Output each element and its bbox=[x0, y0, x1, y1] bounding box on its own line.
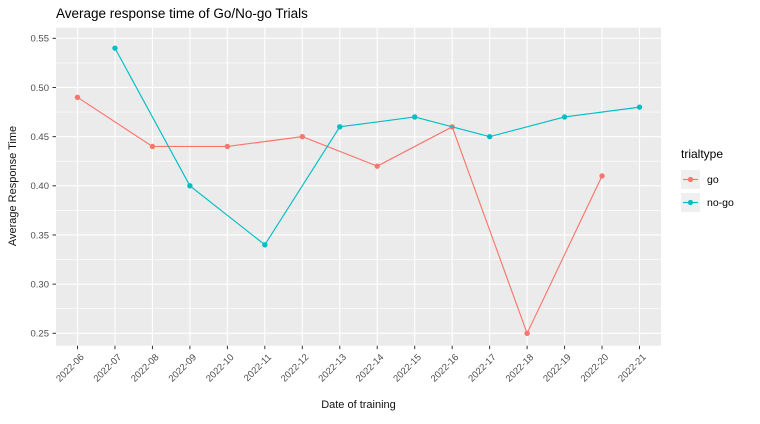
x-tick-label: 2022-07 bbox=[92, 352, 124, 384]
legend-item-no-go: no-go bbox=[681, 193, 734, 212]
y-tick-label: 0.30 bbox=[31, 279, 50, 290]
x-tick-label: 2022-15 bbox=[391, 352, 423, 384]
y-tick-label: 0.40 bbox=[31, 181, 50, 192]
data-point-no-go-2022-21 bbox=[636, 104, 643, 110]
plot-title: Average response time of Go/No-go Trials bbox=[56, 6, 308, 21]
y-tick-label: 0.55 bbox=[31, 34, 50, 45]
x-axis-title: Date of training bbox=[321, 399, 396, 411]
data-point-go-2022-08 bbox=[149, 143, 156, 150]
legend-label-go: go bbox=[707, 173, 719, 186]
data-point-no-go-2022-17 bbox=[486, 133, 493, 140]
x-tick-label: 2022-20 bbox=[579, 352, 611, 384]
x-tick-label: 2022-16 bbox=[429, 352, 461, 384]
x-tick-label: 2022-10 bbox=[204, 352, 236, 384]
y-tick-label: 0.45 bbox=[31, 132, 50, 143]
legend-key-go bbox=[681, 170, 700, 189]
y-tick-label: 0.25 bbox=[31, 329, 50, 340]
legend-label-no-go: no-go bbox=[707, 196, 734, 209]
data-point-no-go-2022-13 bbox=[337, 124, 343, 130]
data-point-no-go-2022-15 bbox=[412, 114, 418, 120]
legend-key-no-go bbox=[681, 193, 700, 212]
series-line-no-go bbox=[114, 47, 640, 246]
line-point-glyph-icon bbox=[683, 176, 698, 183]
legend: trialtype go no-go bbox=[681, 147, 734, 216]
data-point-go-2022-06 bbox=[74, 94, 81, 101]
x-tick-label: 2022-11 bbox=[242, 352, 274, 384]
legend-title: trialtype bbox=[681, 147, 724, 161]
data-point-no-go-2022-11 bbox=[262, 242, 268, 248]
data-point-no-go-2022-09 bbox=[187, 183, 193, 189]
y-tick-label: 0.50 bbox=[31, 83, 50, 94]
legend-item-go: go bbox=[681, 170, 734, 189]
y-tick-label: 0.35 bbox=[31, 230, 50, 241]
x-tick-label: 2022-17 bbox=[466, 352, 498, 384]
x-tick-label: 2022-12 bbox=[279, 352, 311, 384]
data-point-go-2022-18 bbox=[524, 330, 530, 337]
x-tick-label: 2022-13 bbox=[316, 352, 348, 384]
data-point-go-2022-12 bbox=[299, 133, 305, 140]
data-point-no-go-2022-19 bbox=[561, 114, 568, 120]
x-tick-label: 2022-19 bbox=[541, 352, 573, 384]
x-tick-label: 2022-06 bbox=[54, 352, 86, 384]
x-tick-label: 2022-14 bbox=[354, 352, 386, 384]
x-tick-label: 2022-09 bbox=[167, 352, 199, 384]
x-tick-label: 2022-18 bbox=[504, 352, 536, 384]
data-point-no-go-2022-07 bbox=[112, 45, 118, 51]
line-point-glyph-icon bbox=[683, 199, 698, 206]
data-point-go-2022-20 bbox=[599, 173, 605, 179]
data-point-go-2022-14 bbox=[374, 163, 380, 169]
series-line-go bbox=[77, 96, 603, 335]
x-tick-label: 2022-21 bbox=[616, 352, 648, 384]
x-tick-label: 2022-08 bbox=[129, 352, 161, 384]
data-point-go-2022-10 bbox=[224, 143, 231, 150]
y-axis-title: Average Response Time bbox=[7, 125, 19, 247]
plot-panel bbox=[56, 27, 661, 346]
